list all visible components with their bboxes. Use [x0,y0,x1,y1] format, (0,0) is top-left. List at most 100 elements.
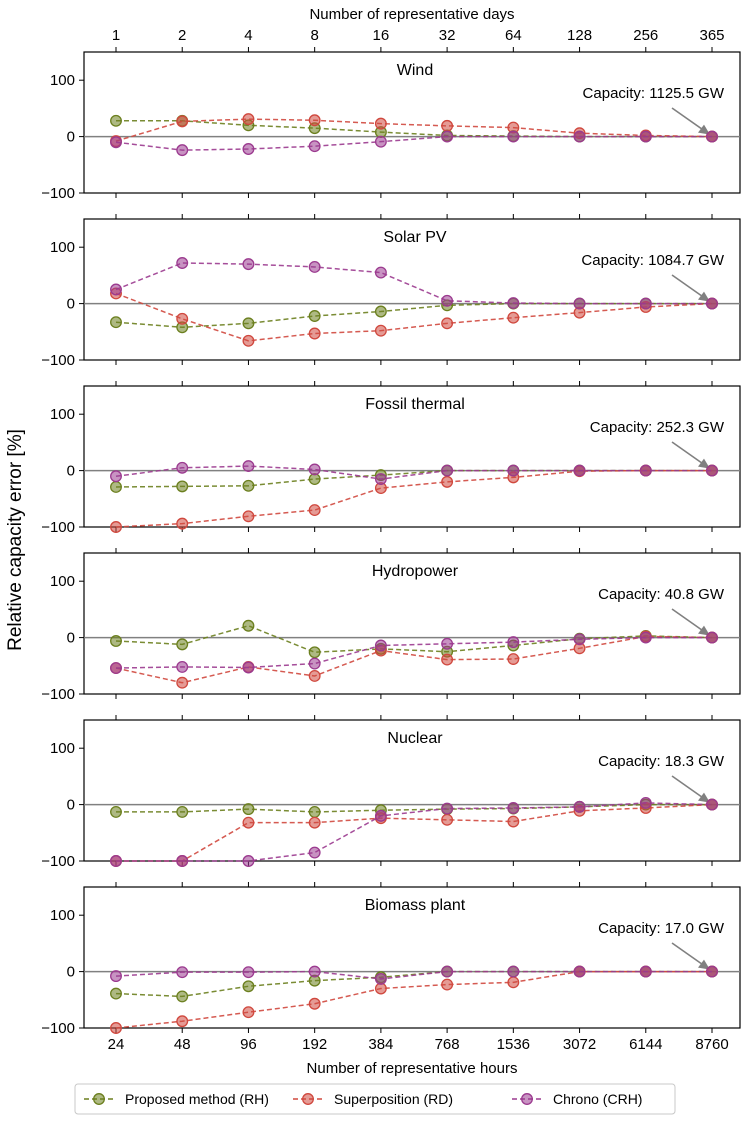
x-tick-label: 192 [302,1036,327,1053]
capacity-annotation: Capacity: 252.3 GW [590,419,725,436]
data-point [176,676,189,689]
series-line-2 [115,465,712,480]
data-point [706,965,718,978]
y-tick-label: −100 [41,352,75,369]
series-line-1 [115,970,712,1029]
data-point [639,965,652,978]
data-point [110,970,122,983]
data-point [176,638,189,651]
series-line-2 [115,135,712,151]
y-tick-label: −100 [41,1020,75,1037]
legend-label: Proposed method (RH) [125,1091,269,1107]
panel-biomass-plant: 100 0 −100 Biomass plant Capacity: 17.0 GW [41,882,741,1037]
legend-marker [93,1093,105,1105]
data-point [242,966,255,979]
data-point [308,140,321,153]
data-point [441,130,454,143]
data-point [573,130,586,143]
y-tick-label: −100 [41,519,75,536]
y-tick-label: 0 [67,797,75,814]
panel-frame [83,719,741,862]
data-point [308,114,321,127]
top-tick-label: 256 [633,27,658,44]
panel-title: Wind [397,62,433,79]
data-point [308,260,321,273]
y-tick-label: 100 [50,740,75,757]
panel-fossil-thermal: 100 0 −100 Fossil thermal Capacity: 252.3 GW [41,381,741,536]
series-line-1 [115,635,713,684]
series-line-2 [116,802,713,862]
panel-title: Biomass plant [365,897,466,914]
data-point [507,464,520,477]
data-point [308,463,321,476]
panel-frame [83,218,741,361]
x-tick-label: 384 [368,1036,393,1053]
data-point [573,633,586,646]
top-tick-label: 8 [310,27,318,44]
series-line-2 [115,636,712,669]
data-point [242,510,255,523]
data-point [441,813,454,826]
top-tick-label: 64 [505,27,522,44]
x-tick-label: 96 [240,1036,257,1053]
data-point [176,990,189,1003]
data-point [176,660,189,673]
y-tick-label: 0 [67,296,75,313]
annotation-arrowhead [698,458,710,469]
data-point [242,143,255,155]
data-point [573,297,586,310]
y-tick-label: 100 [50,239,75,256]
y-axis-label: Relative capacity error [%] [5,429,26,651]
data-point [176,805,189,818]
data-point [441,653,454,666]
series-line-0 [115,469,712,488]
data-point [441,475,454,488]
data-point [706,297,718,310]
data-point [110,283,122,296]
data-point [176,115,189,128]
y-tick-label: 0 [67,463,75,480]
data-point [242,479,255,492]
series-line-1 [116,803,713,862]
data-point [706,798,718,811]
data-point [110,987,122,1000]
data-point [242,980,255,993]
panel-frame [83,886,741,1029]
data-point [308,657,321,670]
top-tick-label: 16 [373,27,390,44]
data-point [176,480,189,493]
top-tick-label: 128 [567,27,592,44]
data-point [242,334,255,347]
data-point [706,130,718,143]
data-point [441,978,454,991]
series-line-0 [115,302,712,329]
legend-marker [521,1093,533,1105]
data-point [639,130,652,143]
series-line-2 [115,970,712,980]
x-axis-label: Number of representative hours [307,1060,518,1077]
data-point [110,521,122,533]
data-point [110,855,122,867]
y-tick-label: 0 [67,129,75,146]
panel-hydropower: 100 0 −100 Hydropower Capacity: 40.8 GW [41,548,741,703]
data-point [176,966,189,979]
capacity-annotation: Capacity: 17.0 GW [598,920,725,937]
data-point [110,114,122,127]
panel-frame [83,51,741,194]
data-point [573,800,586,813]
data-point [441,965,454,978]
data-point [110,316,122,329]
series-line-0 [116,120,712,138]
data-point [308,805,321,818]
data-point [308,670,321,682]
x-tick-label: 768 [435,1036,460,1053]
panel-title: Hydropower [372,563,459,580]
data-point [507,130,520,143]
annotation-arrowhead [698,291,710,302]
data-point [706,631,718,644]
capacity-annotation: Capacity: 1125.5 GW [583,85,725,102]
legend-label: Superposition (RD) [334,1091,453,1107]
data-point [374,324,387,337]
legend-marker [302,1093,314,1105]
data-point [242,113,255,126]
